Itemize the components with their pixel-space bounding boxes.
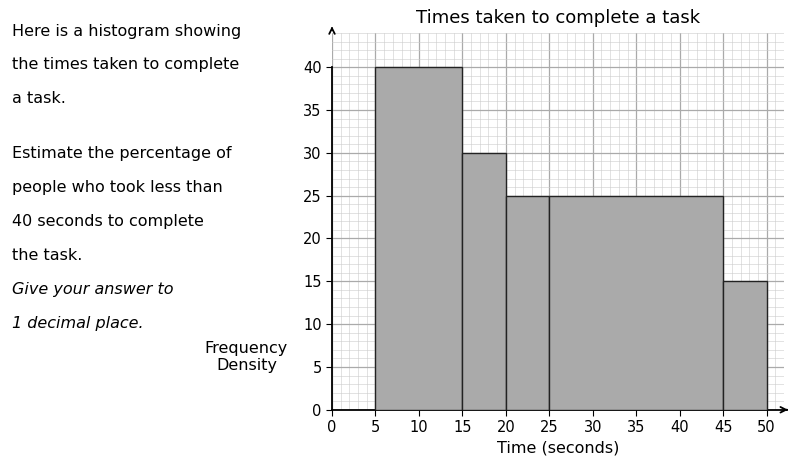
Text: Estimate the percentage of: Estimate the percentage of xyxy=(12,146,232,162)
X-axis label: Time (seconds): Time (seconds) xyxy=(497,441,619,456)
Bar xyxy=(375,67,462,410)
Text: the times taken to complete: the times taken to complete xyxy=(12,57,239,73)
Bar xyxy=(723,281,766,410)
Bar xyxy=(506,195,550,410)
Text: 1 decimal place.: 1 decimal place. xyxy=(12,316,144,331)
Text: Here is a histogram showing: Here is a histogram showing xyxy=(12,24,242,39)
Text: 40 seconds to complete: 40 seconds to complete xyxy=(12,214,204,229)
Text: Frequency
Density: Frequency Density xyxy=(205,341,288,373)
Text: the task.: the task. xyxy=(12,248,82,263)
Text: a task.: a task. xyxy=(12,91,66,106)
Bar xyxy=(462,153,506,410)
Text: Give your answer to: Give your answer to xyxy=(12,282,174,297)
Title: Times taken to complete a task: Times taken to complete a task xyxy=(416,9,700,27)
Bar xyxy=(550,195,723,410)
Text: people who took less than: people who took less than xyxy=(12,180,223,195)
